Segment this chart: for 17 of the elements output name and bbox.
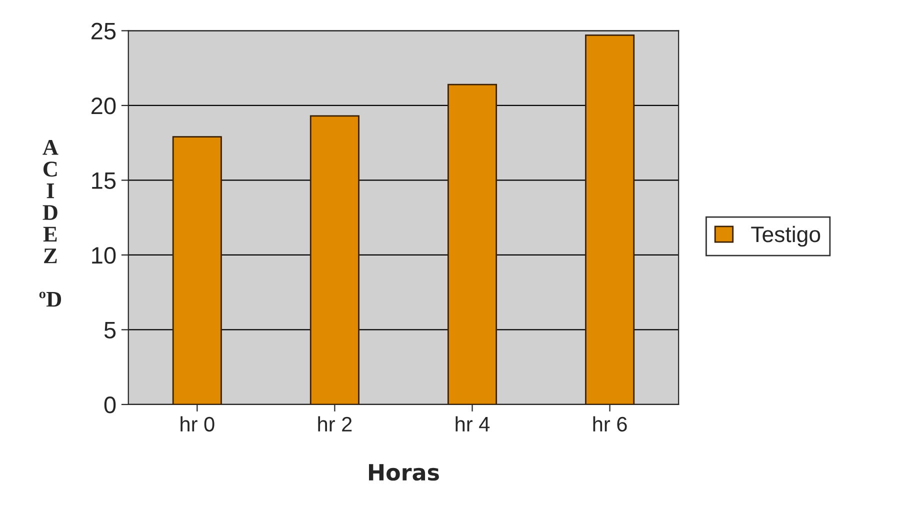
x-tick-label: hr 4 [456, 416, 490, 432]
bar [585, 34, 635, 404]
bar [447, 84, 498, 404]
x-tick-label: hr 2 [318, 416, 352, 432]
x-axis-title: Horas [369, 464, 439, 481]
y-tick-label: 0 [104, 396, 116, 414]
y-tick-label: 10 [92, 247, 116, 264]
bar [172, 136, 222, 404]
y-tick-label: 20 [92, 98, 116, 114]
text: ACIDEZ ºD [39, 140, 62, 307]
legend-label: Testigo [751, 226, 820, 247]
y-tick-label: 25 [92, 22, 116, 40]
y-tick-label: 15 [92, 172, 116, 190]
x-tick-label: hr 6 [593, 416, 627, 432]
y-tick-label: 5 [104, 322, 116, 339]
bar [310, 115, 360, 404]
x-tick-label: hr 0 [180, 416, 214, 432]
